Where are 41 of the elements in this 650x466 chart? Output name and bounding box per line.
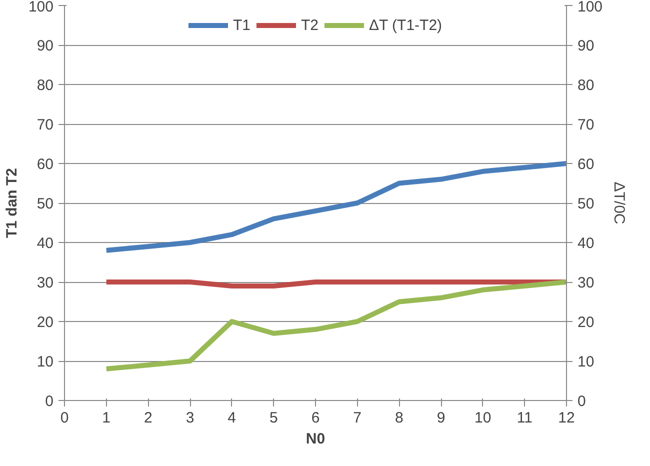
y2-tick-label: 70 xyxy=(578,116,594,134)
y2-tick-label: 20 xyxy=(578,314,594,331)
y2-tick-label: 40 xyxy=(578,235,594,252)
y-tick-label: 30 xyxy=(36,274,54,292)
y-tick-label: 40 xyxy=(36,235,54,252)
y-axis-title: T1 dan T2 xyxy=(3,168,20,238)
y-tick-label: 20 xyxy=(36,314,54,331)
x-tick-label: 8 xyxy=(394,410,404,426)
x-axis-title: N0 xyxy=(306,430,326,448)
y2-tick-label: 30 xyxy=(578,274,594,292)
x-tick-label: 6 xyxy=(311,410,320,426)
x-tick-label: 11 xyxy=(516,410,532,426)
x-tick-label: 12 xyxy=(558,410,575,426)
y2-axis-title: ΔT/0C xyxy=(610,182,628,224)
x-tick-label: 4 xyxy=(228,410,236,426)
y-tick-label: 0 xyxy=(45,393,54,410)
y2-tick-label: 0 xyxy=(578,393,586,410)
y-tick-label: 50 xyxy=(36,196,54,212)
x-tick-label: 2 xyxy=(144,410,152,426)
y2-tick-label: 50 xyxy=(578,196,594,212)
x-tick-label: 10 xyxy=(474,410,492,426)
legend-label: T1 xyxy=(232,16,252,34)
y2-tick-label: 80 xyxy=(578,77,594,94)
x-tick-label: 0 xyxy=(60,410,69,426)
x-tick-label: 5 xyxy=(269,410,278,426)
legend-label: ΔT (T1-T2) xyxy=(368,16,442,34)
y-tick-label: 80 xyxy=(36,77,54,94)
legend-label: T2 xyxy=(300,16,320,34)
y-tick-label: 70 xyxy=(36,116,54,134)
y2-tick-label: 10 xyxy=(578,354,594,370)
x-tick-label: 3 xyxy=(186,410,194,426)
y-tick-label: 60 xyxy=(36,156,54,173)
y2-tick-label: 100 xyxy=(578,0,603,16)
x-tick-label: 7 xyxy=(353,410,362,426)
x-tick-label: 1 xyxy=(102,410,111,426)
y2-tick-label: 90 xyxy=(578,38,594,54)
y-tick-label: 90 xyxy=(36,38,54,54)
y-tick-label: 10 xyxy=(36,354,54,370)
y-tick-label: 100 xyxy=(28,0,54,16)
x-tick-label: 9 xyxy=(436,410,446,426)
y2-tick-label: 60 xyxy=(578,156,594,173)
